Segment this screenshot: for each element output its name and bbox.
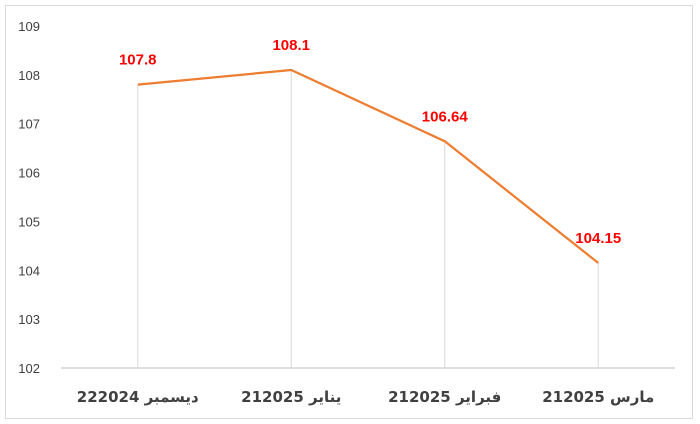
x-category-label: 22ديسمبر 2024 xyxy=(77,388,199,406)
x-category-label: 21يناير 2025 xyxy=(241,388,341,406)
x-category-label: 21مارس 2025 xyxy=(542,388,654,406)
y-tick-label: 104 xyxy=(18,263,40,278)
series-line xyxy=(137,68,599,264)
y-tick-label: 102 xyxy=(18,361,40,376)
data-label: 104.15 xyxy=(575,230,621,247)
data-label: 107.8 xyxy=(119,52,157,69)
data-label: 106.64 xyxy=(422,108,469,125)
y-tick-label: 109 xyxy=(18,19,40,34)
data-label: 108.1 xyxy=(272,37,310,54)
x-category-label: 21فبراير 2025 xyxy=(388,388,501,406)
y-tick-label: 108 xyxy=(18,68,40,83)
y-tick-label: 105 xyxy=(18,214,40,229)
y-tick-label: 107 xyxy=(18,117,40,132)
y-tick-label: 103 xyxy=(18,312,40,327)
chart-frame xyxy=(5,5,693,419)
y-tick-label: 106 xyxy=(18,166,40,181)
